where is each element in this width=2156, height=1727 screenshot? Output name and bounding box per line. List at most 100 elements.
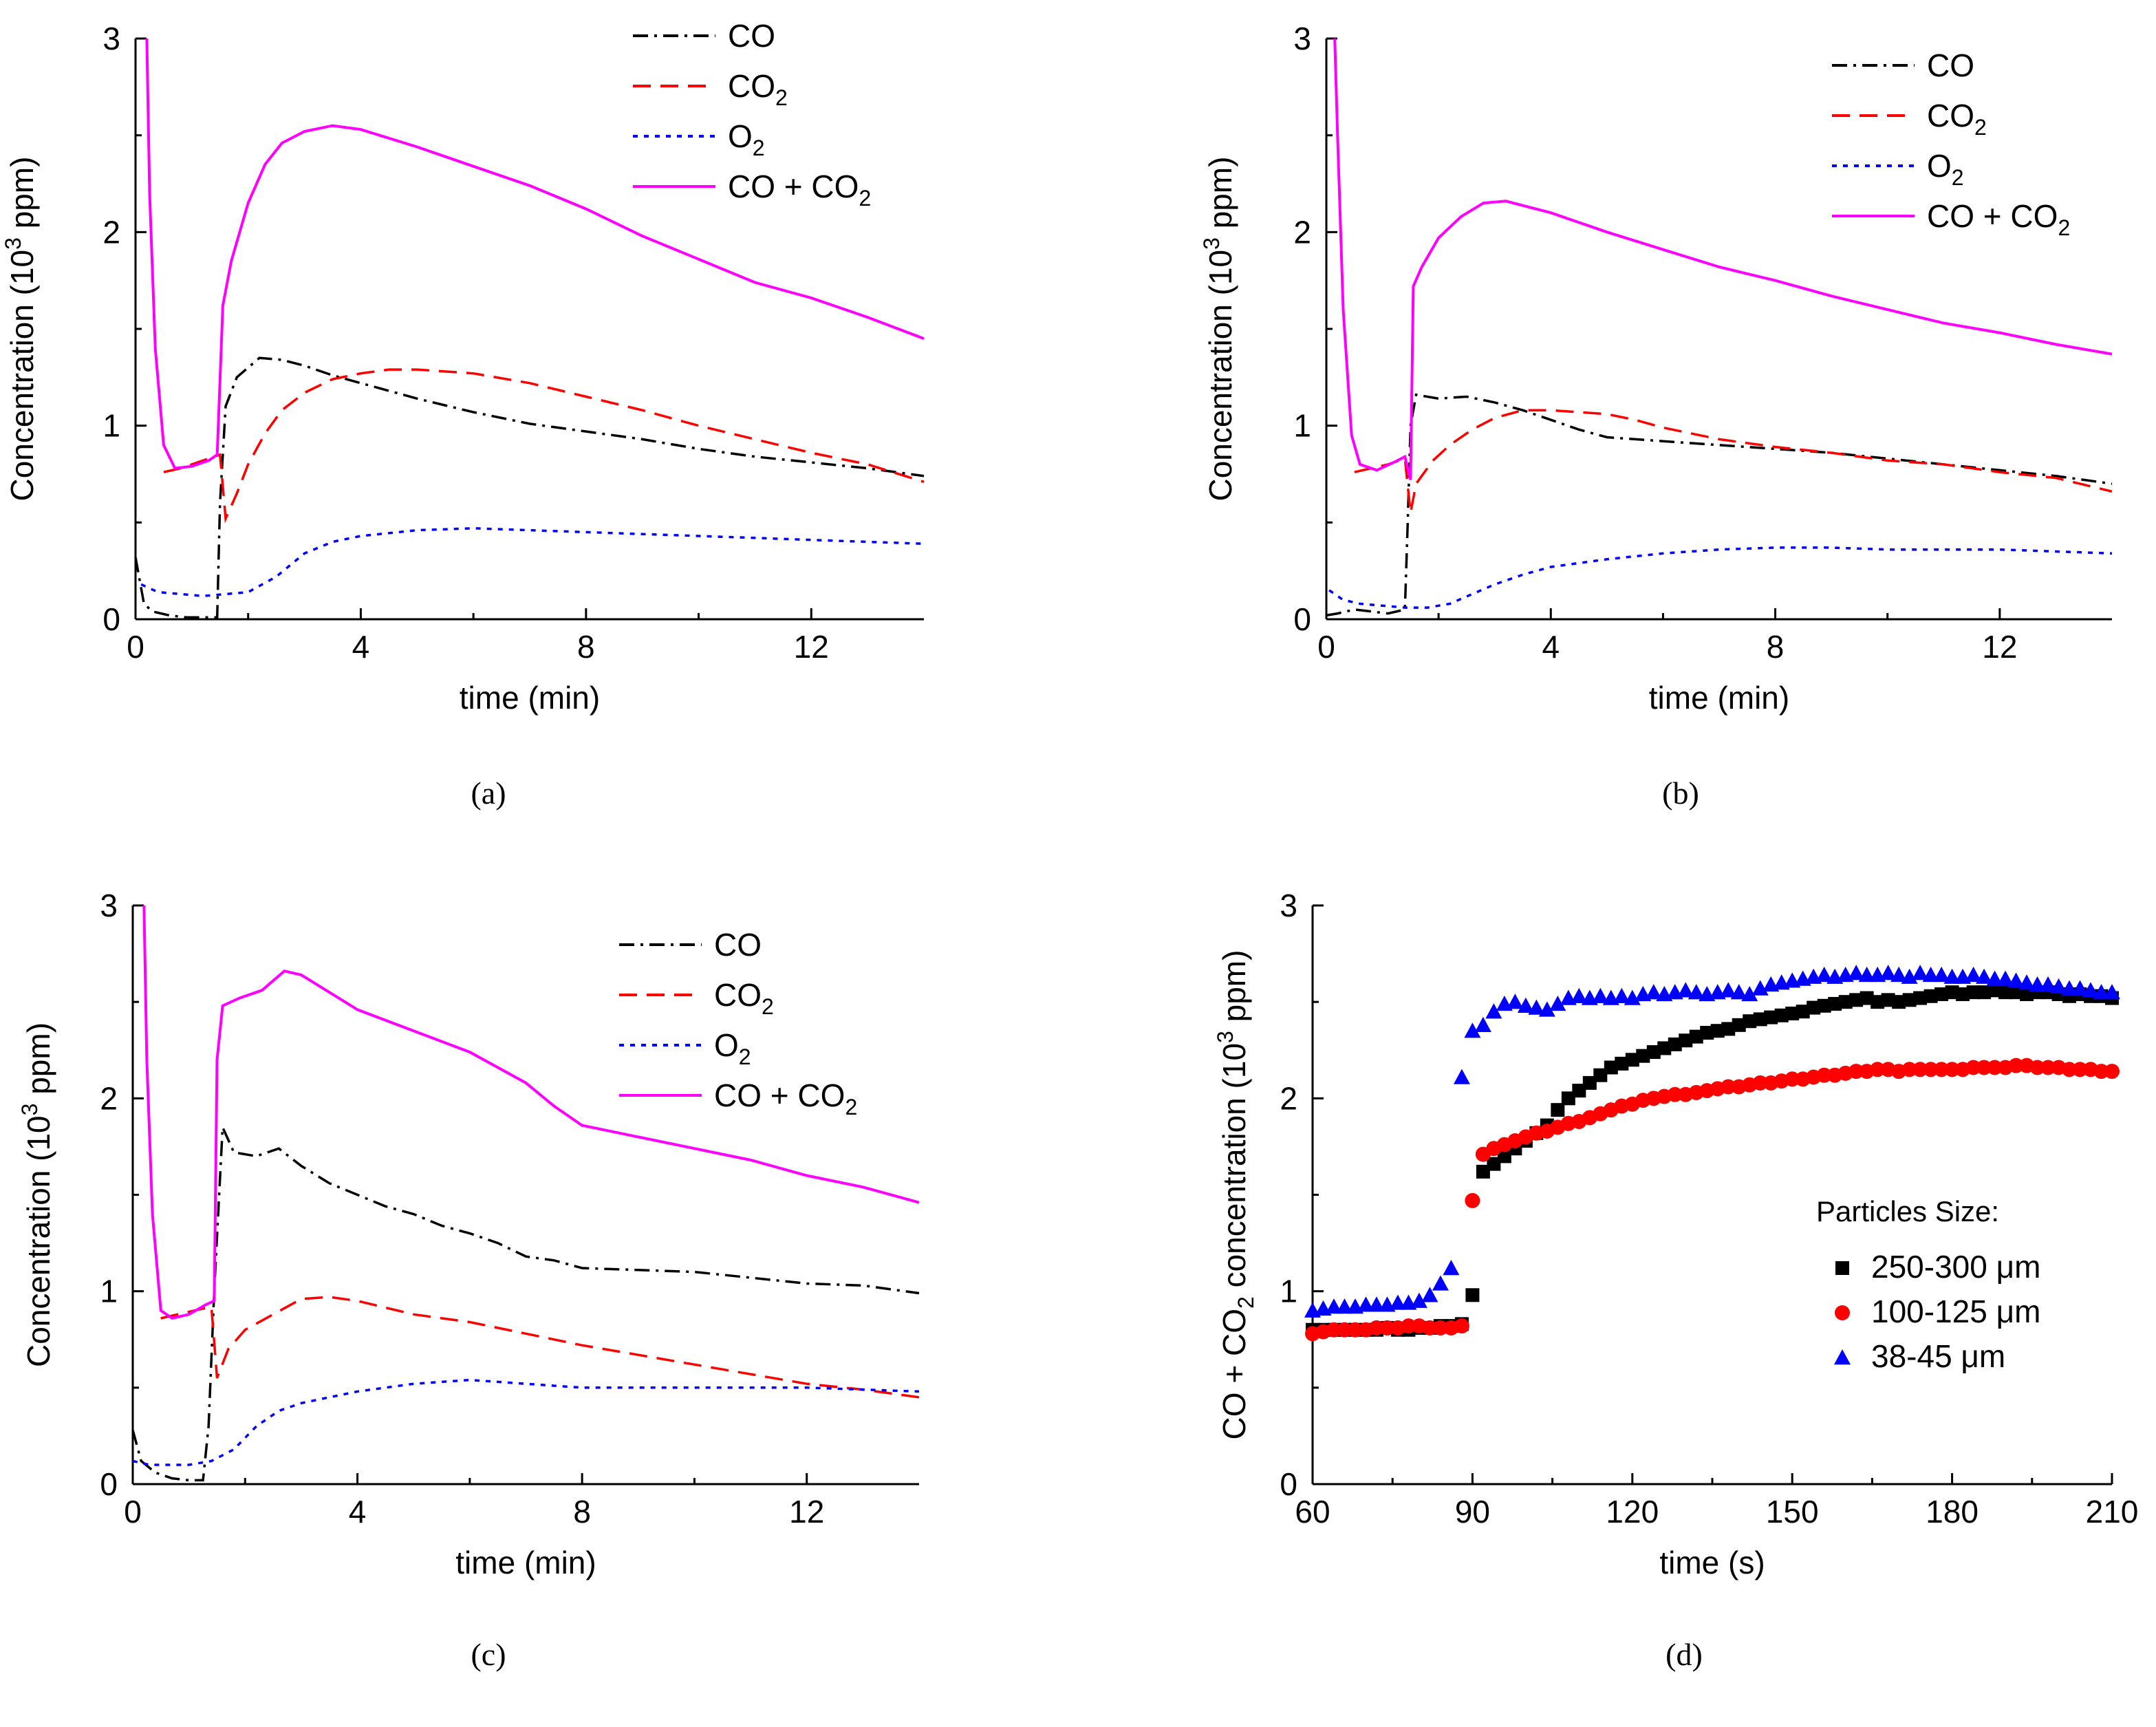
data-point-square [1593,1068,1608,1082]
y-label-text: ppm) [21,1022,56,1104]
data-point-triangle [1901,968,1918,984]
data-point-circle [2008,1058,2024,1073]
data-point-circle [1454,1318,1469,1334]
series-line-co2 [160,1296,920,1399]
data-point-triangle [1517,997,1534,1013]
data-point-circle [1422,1320,1438,1336]
x-tick-label: 180 [1926,1494,1979,1530]
data-point-circle [1752,1075,1768,1091]
panel-caption: (b) [1662,775,1699,811]
data-point-triangle [1368,1296,1385,1312]
data-point-square [1625,1053,1639,1067]
series-line-o2 [132,1378,920,1466]
y-label-sup: 3 [17,1104,42,1116]
data-point-circle [2093,1064,2109,1080]
data-point-circle [1870,1062,1886,1077]
legend-text: CO + CO [1927,198,2058,234]
data-point-triangle [1336,1298,1353,1314]
x-tick-label: 4 [349,1494,367,1530]
data-point-square [1913,991,1928,1005]
series-line-sum [142,905,920,1320]
data-point-circle [1987,1060,2003,1075]
series-circle [1305,1058,2120,1342]
data-point-circle [1944,1062,1960,1077]
x-tick-label: 60 [1295,1494,1330,1530]
data-point-square [1871,995,1885,1009]
data-point-circle [1848,1064,1864,1080]
y-label-text: Concentration (10 [4,250,40,502]
data-point-triangle [1410,1292,1427,1308]
series-line-sum [145,38,925,470]
y-tick-label: 3 [1280,888,1297,923]
data-point-triangle [2050,978,2067,994]
data-point-square [1636,1049,1650,1063]
y-label-sup: 3 [1213,1031,1238,1043]
y-label-text: Concentration (10 [1203,250,1238,502]
data-point-square [1604,1060,1618,1075]
y-tick-label: 0 [100,1466,118,1502]
data-point-square [1561,1091,1575,1106]
data-point-square [1657,1041,1672,1055]
data-point-triangle [1443,1260,1460,1276]
x-axis-label: time (min) [460,680,600,716]
data-point-square [1487,1157,1501,1171]
data-point-square [1796,1005,1810,1019]
panel-caption: (d) [1665,1637,1703,1672]
series-line-co2 [1354,409,2113,513]
y-tick-label: 2 [103,214,120,250]
legend-text: O [714,1027,739,1063]
legend-text: O [1927,148,1952,184]
data-point-square [1849,993,1864,1007]
data-point-triangle [1571,987,1588,1003]
data-point-circle [2040,1060,2056,1075]
legend-label-triangle: 38-45 μm [1871,1338,2005,1374]
legend-label-circle: 100-125 μm [1871,1294,2040,1329]
data-point-triangle [1986,970,2003,986]
legend-text: CO + CO [728,169,859,204]
legend-label-sum: CO + CO2 [1927,198,2070,240]
legend-label-o2: O2 [728,118,765,160]
x-axis-label: time (s) [1659,1545,1765,1580]
data-point-circle [1785,1071,1800,1087]
data-point-triangle [1741,985,1758,1002]
data-point-triangle [1464,1022,1481,1038]
data-point-square [1646,1045,1661,1060]
legend-sub: 2 [753,136,765,160]
legend-label-co2: CO2 [728,68,788,110]
data-point-triangle [1453,1069,1470,1084]
legend-text: CO [728,68,775,104]
data-point-circle [1934,1062,1950,1077]
data-point-triangle [1965,966,1982,983]
data-point-circle [2062,1062,2078,1077]
x-tick-label: 12 [789,1494,824,1530]
data-point-triangle [1528,999,1545,1015]
panel-caption: (a) [471,775,506,811]
data-point-square [1892,995,1906,1009]
x-tick-label: 0 [1317,629,1335,665]
series-line-co [131,1126,920,1482]
data-point-square [1615,1056,1629,1071]
legend-sub: 2 [2058,215,2070,240]
legend-sub: 2 [859,186,871,211]
data-point-square [1859,991,1874,1005]
legend-label-square: 250-300 μm [1871,1249,2040,1285]
data-point-triangle [1432,1275,1449,1291]
data-point-triangle [1507,994,1524,1009]
data-point-triangle [1645,984,1662,1000]
data-point-square [1679,1033,1693,1048]
series-triangle [1304,965,2120,1318]
data-point-square [1753,1012,1767,1027]
data-point-triangle [1879,965,1897,980]
legend-text: CO [1927,98,1974,133]
series-line-sum [1333,38,2113,480]
data-point-circle [1965,1060,1981,1075]
data-point-triangle [1677,982,1694,998]
y-label-sub: 2 [1233,1296,1258,1309]
x-axis-label: time (min) [1649,680,1789,716]
data-point-circle [1901,1062,1917,1077]
data-point-triangle [1624,989,1641,1005]
